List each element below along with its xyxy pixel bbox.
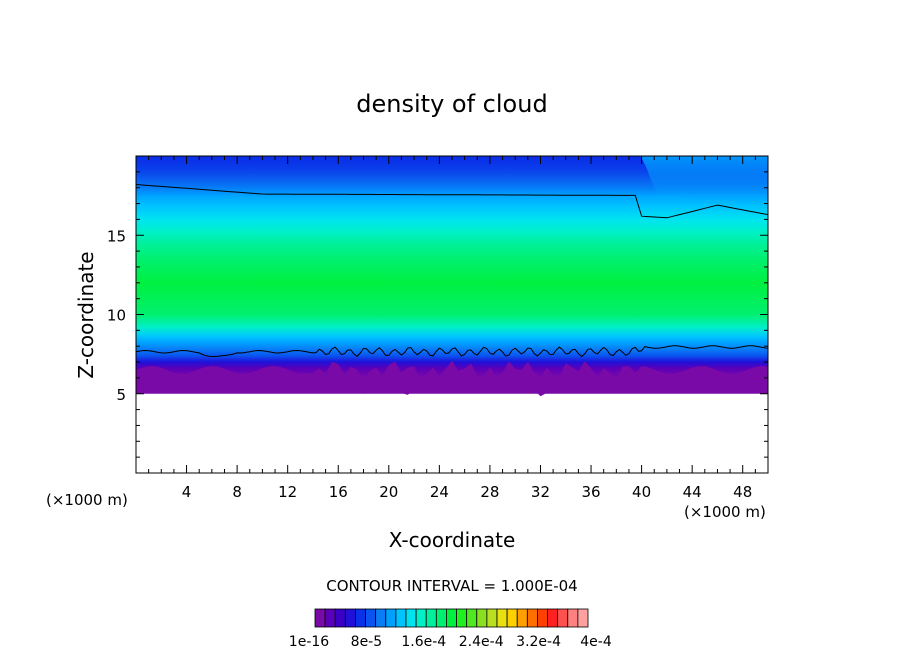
x-tick-label: 44 <box>683 483 702 501</box>
x-tick-label: 48 <box>733 483 752 501</box>
contour-interval: CONTOUR INTERVAL = 1.000E-04 <box>326 577 577 595</box>
lower-contour-line <box>136 345 768 358</box>
x-tick-label: 8 <box>232 483 242 501</box>
x-tick-label: 40 <box>632 483 651 501</box>
colorbar-swatch <box>425 608 437 628</box>
x-tick-labels: 4 8 12 16 20 24 28 32 36 40 44 48 <box>182 483 752 501</box>
cloud-base <box>136 360 768 397</box>
colorbar-swatch <box>344 608 356 628</box>
colorbar-swatch <box>567 608 579 628</box>
colorbar-swatch <box>466 608 478 628</box>
y-tick-label: 10 <box>107 307 126 325</box>
chart-title: density of cloud <box>356 90 547 118</box>
x-tick-label: 20 <box>379 483 398 501</box>
y-ticks <box>136 171 768 458</box>
colorbar-swatch <box>506 608 518 628</box>
x-tick-label: 24 <box>430 483 449 501</box>
colorbar-label: 3.2e-4 <box>516 634 561 650</box>
colorbar <box>314 608 589 628</box>
x-tick-label: 28 <box>480 483 499 501</box>
y-tick-labels: 5 10 15 <box>107 227 126 404</box>
colorbar-swatch <box>486 608 498 628</box>
colorbar-label: 1.6e-4 <box>401 634 446 650</box>
colorbar-label: 2.4e-4 <box>459 634 504 650</box>
colorbar-swatch <box>405 608 417 628</box>
y-tick-label: 5 <box>116 386 126 404</box>
x-axis-label: X-coordinate <box>389 528 516 552</box>
colorbar-label: 1e-16 <box>289 634 329 650</box>
colorbar-label: 8e-5 <box>351 634 382 650</box>
plot-area <box>136 156 768 397</box>
colorbar-swatch <box>547 608 559 628</box>
x-tick-label: 32 <box>531 483 550 501</box>
colorbar-swatch <box>365 608 377 628</box>
x-unit-right: (×1000 m) <box>684 503 766 521</box>
x-tick-label: 36 <box>581 483 600 501</box>
colorbar-swatch <box>526 608 538 628</box>
colorbar-swatch <box>476 608 488 628</box>
colorbar-swatch <box>446 608 457 628</box>
y-axis-label: Z-coordinate <box>74 251 98 378</box>
x-tick-label: 4 <box>182 483 192 501</box>
colorbar-swatch <box>516 608 528 628</box>
x-unit-left: (×1000 m) <box>46 491 128 509</box>
colorbar-swatch <box>456 608 468 628</box>
colorbar-swatch <box>577 608 589 628</box>
colorbar-swatch <box>355 608 366 628</box>
x-tick-label: 12 <box>278 483 297 501</box>
x-tick-label: 16 <box>329 483 348 501</box>
x-ticks <box>148 156 756 473</box>
colorbar-swatch <box>324 608 336 628</box>
colorbar-swatch <box>435 608 447 628</box>
top-right-bump <box>640 156 768 205</box>
colorbar-labels: 1e-16 8e-5 1.6e-4 2.4e-4 3.2e-4 4e-4 <box>289 634 612 650</box>
colorbar-swatch <box>375 608 387 628</box>
colorbar-swatch <box>496 608 508 628</box>
colorbar-swatch <box>395 608 407 628</box>
colorbar-swatch <box>557 608 569 628</box>
colorbar-swatch <box>537 608 548 628</box>
y-tick-label: 15 <box>107 227 126 245</box>
colorbar-swatch <box>415 608 427 628</box>
upper-contour-line <box>136 184 768 219</box>
colorbar-label: 4e-4 <box>580 634 612 650</box>
colorbar-swatch <box>334 608 346 628</box>
colorbar-swatch <box>314 608 326 628</box>
colorbar-swatch <box>385 608 397 628</box>
